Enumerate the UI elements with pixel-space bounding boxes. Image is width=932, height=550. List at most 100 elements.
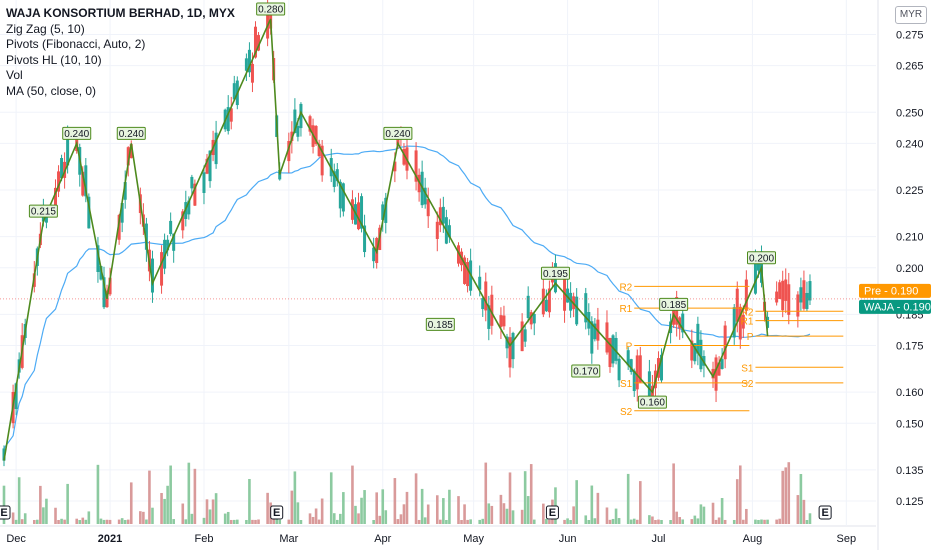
volume-bar [711,502,715,524]
candle-body [320,145,324,176]
volume-bar [696,518,700,524]
volume-bar [96,464,100,524]
zigzag-label-box [637,395,667,409]
indicator-ma[interactable]: MA (50, close, 0) [6,83,97,98]
candle-body [805,292,809,310]
pivot-label: S1 [741,363,754,374]
candle-body [426,199,430,217]
volume-bar [54,507,57,524]
candle-body [214,132,218,165]
candle-body [732,307,736,338]
indicator-zigzag[interactable]: Zig Zag (5, 10) [6,21,85,36]
volume-bar [423,517,427,524]
zigzag-label-box [383,126,413,140]
volume-bar [532,519,536,524]
candle-body [172,233,176,251]
volume-bar [742,519,745,524]
pivot-label: S2 [741,379,754,390]
volume-bar [223,513,227,524]
candle-body [381,204,385,220]
indicator-volume[interactable]: Vol [6,68,23,82]
currency-selector[interactable]: MYR [895,6,927,24]
indicator-pivots-hl[interactable]: Pivots HL (10, 10) [6,52,102,67]
candle-body [617,358,621,381]
volume-bar [502,503,506,524]
volume-bar [375,492,378,524]
zigzag-label: 0.185 [428,320,453,331]
candle-body [181,211,185,231]
candle-body [499,315,503,327]
volume-bar [778,518,781,524]
candle-body [487,305,491,329]
candle-body [502,315,506,327]
volume-bar [723,519,727,524]
volume-bar [296,502,300,524]
zigzag-label: 0.280 [258,4,283,15]
volume-bar [33,519,36,524]
volume-bar [699,504,703,524]
volume-bar [317,519,321,524]
volume-bar [17,477,21,524]
volume-bar [293,471,297,524]
volume-bar [626,473,630,524]
volume-bar [775,519,778,524]
volume-bar [787,462,791,524]
candle-body [481,298,485,310]
volume-bar [102,519,106,524]
volume-bar [320,498,324,524]
volume-bar [660,519,663,524]
candle-body [744,279,748,311]
candle-body [14,383,18,410]
y-tick-label: 0.135 [896,465,924,477]
candle-body [438,207,442,226]
candle-body [566,288,570,303]
candle-body [690,340,694,361]
zigzag-label: 0.160 [640,398,665,409]
zigzag-label: 0.240 [64,129,89,140]
candle-body [569,292,573,311]
volume-bar [126,519,130,524]
volume-bar [39,485,42,524]
price-tag-text: WAJA - 0.190 [864,301,931,313]
volume-bar [490,505,494,524]
volume-bar [808,513,812,524]
earnings-marker [818,505,832,520]
candle-body [57,171,61,192]
indicator-pivots[interactable]: Pivots (Fibonacci, Auto, 2) [6,37,146,51]
volume-bar [614,508,618,524]
volume-bar [20,519,24,524]
pivot-label: S1 [620,379,633,390]
price-tag-pre [859,283,931,298]
candle-body [735,288,739,322]
x-tick-label: Jun [559,533,577,545]
candle-body [544,299,548,312]
volume-bar [193,468,197,524]
price-tag-text: Pre - 0.190 [864,285,918,297]
volume-bar [308,513,312,524]
zigzag-label-box [747,251,776,265]
volume-bar [590,485,594,524]
volume-bar [329,472,333,524]
pivot-label: P [626,342,633,353]
candle-body [193,183,197,206]
candle-body [247,49,251,73]
candle-body [144,223,148,250]
volume-bar [545,518,548,524]
volume-bar [672,463,675,524]
volume-bar [690,519,694,524]
candle-body [490,294,494,326]
candle-body [608,337,612,368]
volume-bar [160,492,163,524]
candle-body [54,187,58,208]
candle-body [799,287,803,303]
volume-bar [717,517,721,524]
candle-body [81,171,85,196]
candle-body [357,202,361,230]
zigzag-label: 0.215 [31,207,56,218]
volume-bar [57,519,60,524]
zigzag-label-box [256,2,286,16]
volume-bar [332,513,336,524]
candle-body [441,206,445,224]
candle-body [169,220,173,235]
